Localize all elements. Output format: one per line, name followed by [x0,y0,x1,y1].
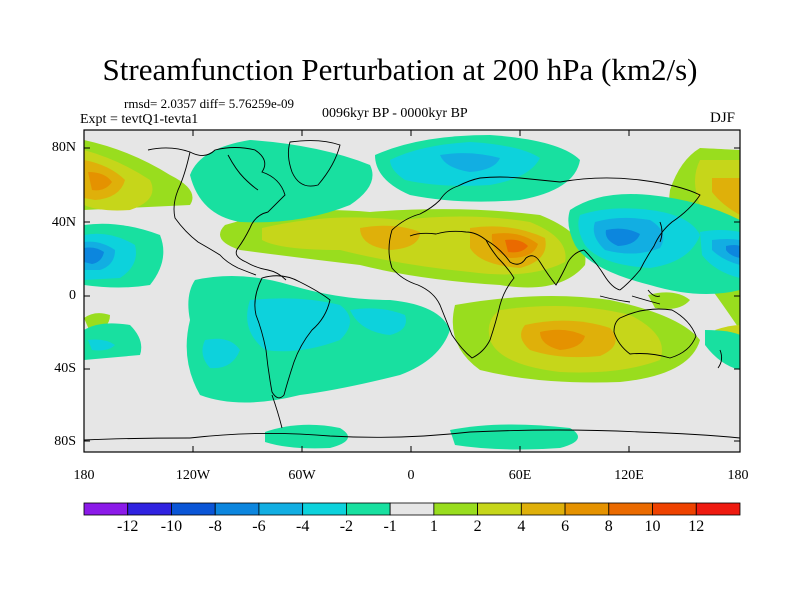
colorbar-label: 4 [517,518,526,535]
season-text: DJF [710,110,736,126]
colorbar-label: 6 [561,518,570,535]
colorbar-box [127,502,172,516]
x-tick-label: 60W [288,468,316,483]
colorbar-label: -10 [160,518,183,535]
colorbar [83,502,741,516]
stats-text: rmsd= 2.0357 diff= 5.76259e-09 [124,96,295,111]
x-ticks [192,130,630,452]
plot-frame [83,129,741,453]
contour-field [84,130,740,452]
colorbar-label: -6 [252,518,266,535]
y-ticks [84,147,740,442]
y-tick-label: 40S [54,361,76,376]
colorbar-box [171,502,216,516]
x-tick-label: 60E [508,468,532,483]
x-tick-label: 180 [727,468,749,483]
plot-title: Streamfunction Perturbation at 200 hPa (… [102,52,698,87]
coastlines [84,140,740,441]
colorbar-box [652,502,697,516]
y-tick-label: 0 [69,288,76,303]
colorbar-label: -12 [117,518,139,535]
colorbar-label: 2 [473,518,482,535]
colorbar-box [83,502,129,516]
colorbar-box [695,502,741,516]
level-positive-8 [505,239,528,253]
level-negative-6 [84,228,740,264]
x-tick-label: 0 [407,468,415,483]
colorbar-box [433,502,479,516]
y-tick-label: 40N [51,215,76,230]
colorbar-box [389,502,435,516]
colorbar-label: 10 [644,518,661,535]
colorbar-box [345,502,391,516]
period-text: 0096kyr BP - 0000kyr BP [322,106,468,121]
x-tick-label: 180 [73,468,95,483]
colorbar-label: -8 [208,518,222,535]
y-tick-label: 80S [54,434,76,449]
colorbar-box [477,502,522,516]
colorbar-box [302,502,347,516]
colorbar-label: -4 [295,518,310,535]
colorbar-label: 8 [604,518,613,535]
x-tick-label: 120E [614,468,644,483]
colorbar-label: 12 [688,518,705,535]
colorbar-box [564,502,610,516]
colorbar-box [258,502,304,516]
experiment-text: Expt = tevtQ1-tevta1 [80,112,199,127]
colorbar-box [214,502,260,516]
colorbar-box [608,502,653,516]
y-tick-label: 80N [51,140,76,155]
colorbar-box [520,502,566,516]
colorbar-label: -2 [339,518,354,535]
colorbar-label: 1 [429,518,438,535]
colorbar-label: -1 [383,518,397,535]
x-tick-label: 120W [175,468,211,483]
